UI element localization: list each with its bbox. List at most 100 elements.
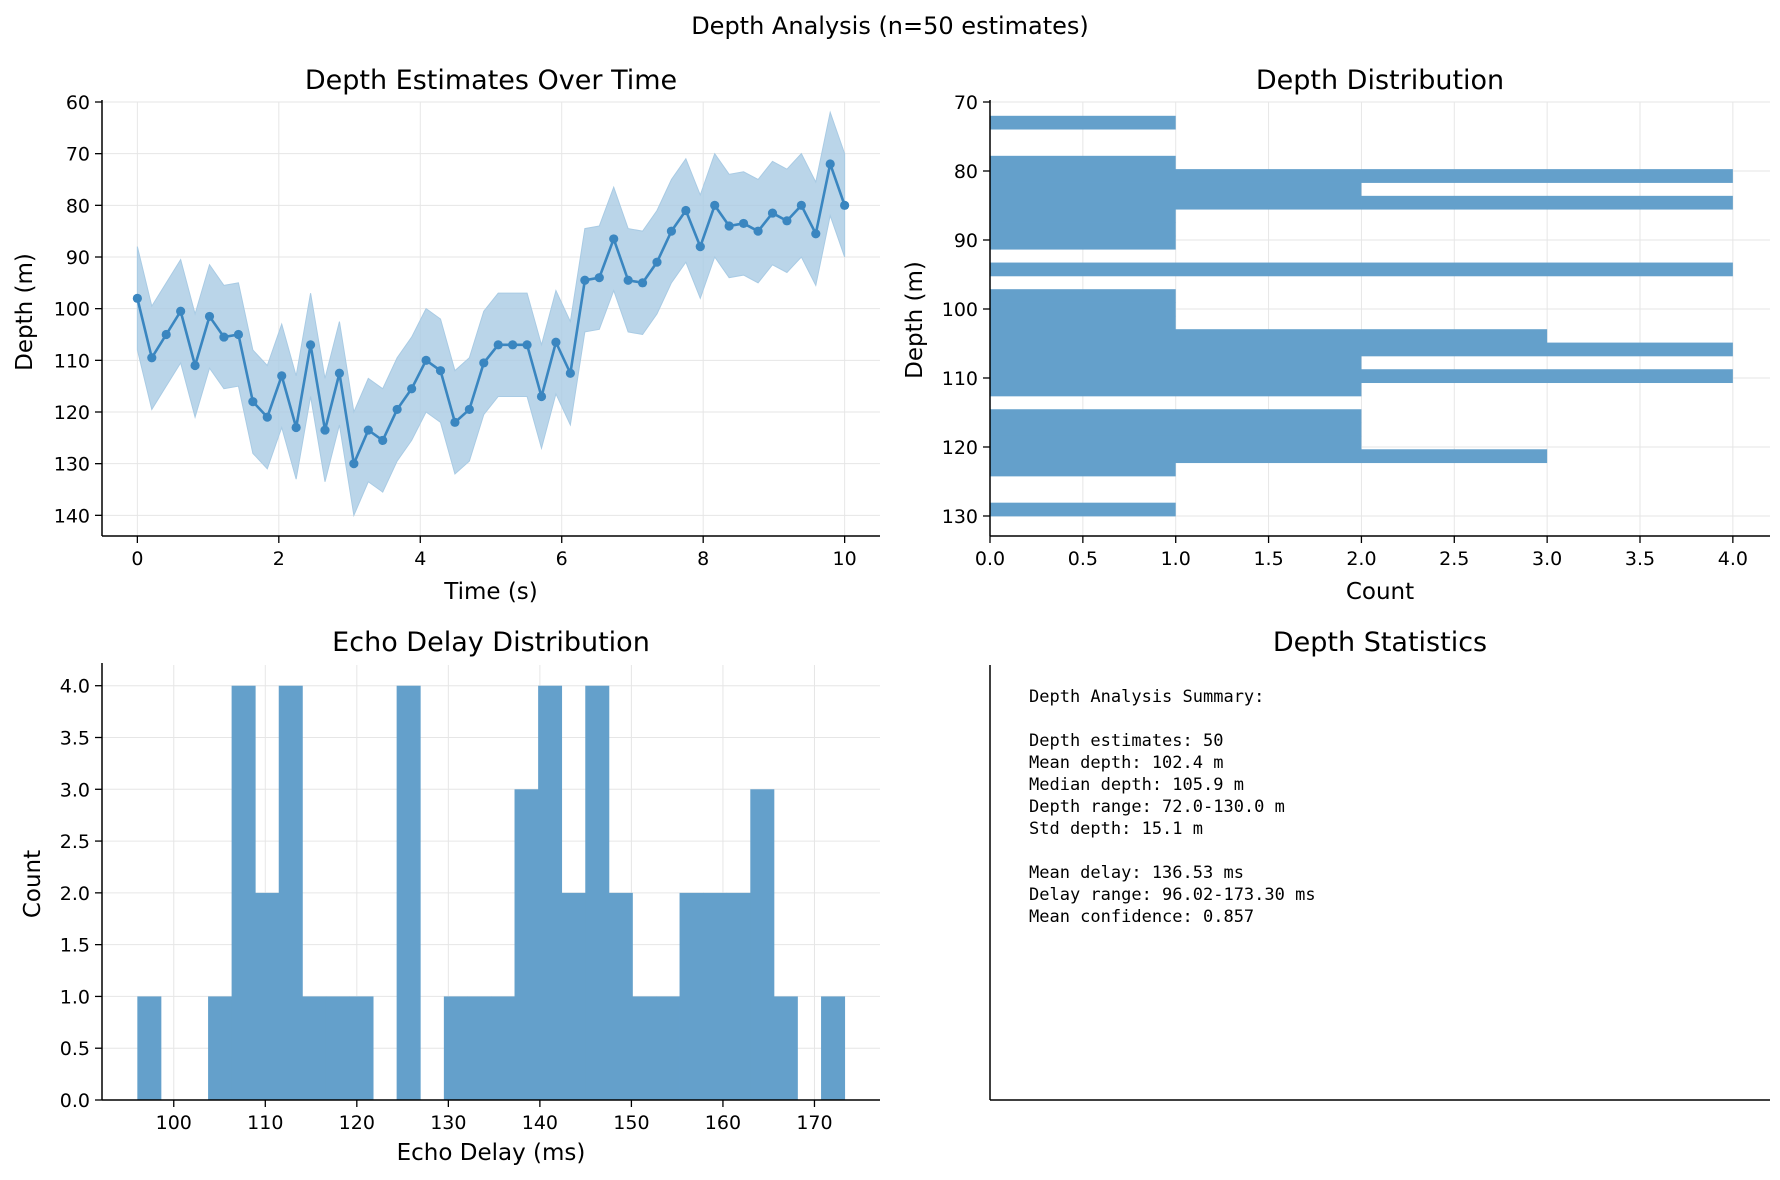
- depth-point-20: [421, 355, 431, 365]
- depth_time-xtick-label-1: 2: [273, 548, 285, 570]
- depth_time-xtick-label-5: 10: [833, 548, 857, 570]
- depth-point-10: [277, 371, 287, 381]
- depth_time-ytick-label-8: 140: [54, 505, 90, 527]
- depth-bin-bar-11: [990, 262, 1733, 277]
- depth-point-25: [493, 340, 503, 350]
- depth_time-ytick-label-2: 80: [66, 195, 90, 217]
- depth-bin-bar-20: [990, 382, 1362, 397]
- depth-time-ylabel: Depth (m): [12, 253, 38, 371]
- depth-time-xlabel: Time (s): [443, 579, 538, 605]
- delay-bin-bar-20: [608, 892, 633, 1100]
- depth-point-49: [840, 200, 850, 210]
- delay-bin-bar-11: [396, 685, 421, 1100]
- depth-point-46: [796, 200, 806, 210]
- delay-hist-ylabel: Count: [20, 850, 46, 918]
- depth-bin-bar-3: [990, 155, 1176, 170]
- stats-line-8: Mean delay: 136.53 ms: [1029, 863, 1244, 883]
- depth-hist-panel: Depth Distribution Count Depth (m) 0.0 0.…: [902, 65, 1770, 605]
- delay_hist-xtick-label-6: 160: [705, 1112, 741, 1134]
- depth_hist-xtick-label-5: 2.5: [1439, 548, 1469, 570]
- delay_hist-ytick-label-2: 1.0: [60, 986, 90, 1008]
- depth-point-38: [681, 205, 691, 216]
- depth-point-48: [825, 159, 835, 169]
- depth-point-34: [623, 275, 633, 285]
- depth-bin-bar-6: [990, 195, 1733, 210]
- stats-line-3: Mean depth: 102.4 m: [1029, 753, 1223, 773]
- depth-point-42: [738, 218, 749, 229]
- depth-bin-bar-17: [990, 342, 1733, 357]
- depth-bin-bar-14: [990, 302, 1176, 317]
- depth-point-5: [204, 311, 215, 322]
- delay_hist-xtick-label-0: 100: [156, 1112, 192, 1134]
- depth_time-ytick-label-6: 120: [54, 402, 90, 424]
- delay-bin-bar-23: [679, 892, 704, 1100]
- depth-bin-bar-18: [990, 355, 1362, 370]
- depth-point-39: [695, 242, 705, 252]
- depth-bin-bar-5: [990, 182, 1362, 197]
- depth-point-1: [147, 353, 157, 363]
- depth-point-31: [580, 275, 590, 285]
- depth_time-xtick-label-2: 4: [414, 548, 426, 570]
- delay-bin-bar-24: [703, 892, 728, 1100]
- delay-bin-bar-19: [585, 685, 610, 1100]
- depth_time-ytick-label-5: 110: [54, 350, 90, 372]
- depth-point-13: [320, 425, 330, 435]
- delay-hist-title: Echo Delay Distribution: [332, 627, 650, 658]
- depth-point-37: [666, 226, 677, 236]
- depth-point-6: [219, 332, 229, 342]
- depth_hist-ytick-label-5: 120: [942, 437, 978, 459]
- delay_hist-xtick-label-3: 130: [430, 1112, 466, 1134]
- depth-bin-bar-13: [990, 289, 1176, 303]
- delay-bin-bar-13: [443, 996, 468, 1100]
- delay-bin-bar-29: [821, 996, 846, 1100]
- depth_hist-ytick-label-0: 70: [954, 92, 978, 114]
- depth-point-45: [782, 216, 792, 226]
- depth-point-17: [378, 435, 388, 446]
- depth-point-29: [551, 337, 561, 347]
- delay-bin-bar-14: [467, 996, 492, 1100]
- delay_hist-xtick-label-1: 110: [247, 1112, 283, 1134]
- depth-hist-ylabel: Depth (m): [902, 261, 928, 379]
- depth-point-0: [132, 293, 142, 303]
- delay_hist-xtick-label-2: 120: [339, 1112, 375, 1134]
- depth_time-xtick-label-0: 0: [131, 548, 143, 570]
- depth-point-41: [724, 221, 734, 231]
- depth-point-19: [407, 384, 417, 394]
- depth_hist-xtick-label-7: 3.5: [1625, 548, 1655, 570]
- depth-bin-bar-19: [990, 369, 1733, 384]
- depth-point-7: [233, 329, 244, 340]
- depth_hist-xtick-label-0: 0.0: [975, 548, 1005, 570]
- depth-point-47: [811, 229, 821, 239]
- depth_time-ytick-label-3: 90: [66, 247, 90, 269]
- depth_hist-ytick-label-1: 80: [954, 161, 978, 183]
- depth-point-15: [349, 459, 359, 469]
- depth-bin-bar-22: [990, 409, 1362, 424]
- depth-time-title: Depth Estimates Over Time: [305, 65, 677, 96]
- delay-hist-xlabel: Echo Delay (ms): [397, 1140, 586, 1166]
- depth-point-30: [565, 368, 575, 378]
- depth_hist-xtick-label-8: 4.0: [1718, 548, 1748, 570]
- depth-confidence-band: [136, 110, 846, 518]
- depth-point-24: [479, 358, 489, 368]
- depth_time-xtick-label-4: 8: [697, 548, 709, 570]
- depth-point-28: [536, 391, 547, 402]
- depth-point-32: [594, 273, 604, 283]
- depth_hist-xtick-label-6: 3.0: [1532, 548, 1562, 570]
- depth-bin-bar-0: [990, 115, 1176, 130]
- delay_hist-ytick-label-0: 0.0: [60, 1090, 90, 1112]
- depth-point-2: [161, 329, 171, 340]
- stats-line-4: Median depth: 105.9 m: [1029, 775, 1244, 795]
- depth-hist-title: Depth Distribution: [1256, 65, 1504, 96]
- delay-bin-bar-27: [773, 996, 798, 1100]
- depth-point-9: [262, 412, 272, 422]
- depth_time-ytick-label-1: 70: [66, 144, 90, 166]
- delay-hist-panel: Echo Delay Distribution Echo Delay (ms) …: [20, 627, 880, 1166]
- delay_hist-ytick-label-6: 3.0: [60, 779, 90, 801]
- depth-point-16: [363, 425, 373, 435]
- depth-bin-bar-4: [990, 169, 1733, 183]
- delay_hist-xtick-label-5: 150: [613, 1112, 649, 1134]
- depth_time-ytick-label-4: 100: [54, 299, 90, 321]
- depth-point-21: [435, 366, 446, 376]
- depth-bin-bar-8: [990, 222, 1176, 237]
